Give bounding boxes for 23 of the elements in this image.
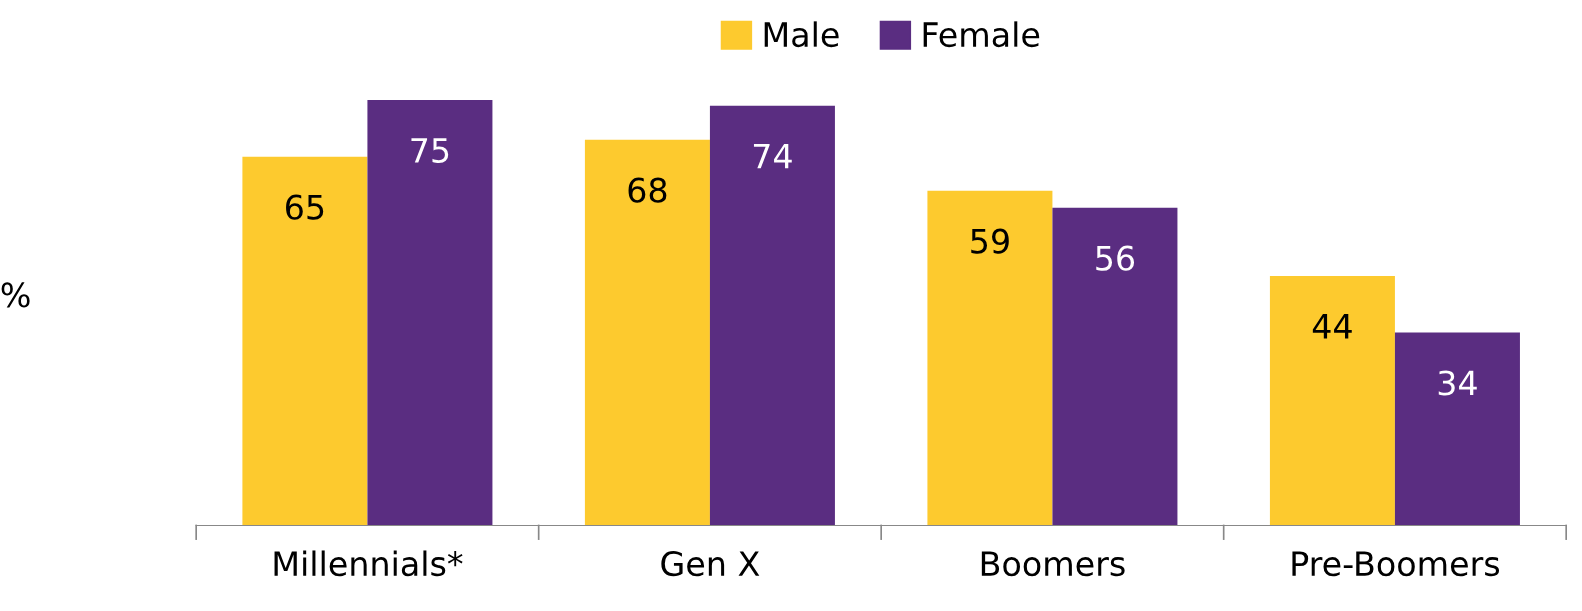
data-label: 65 xyxy=(286,194,324,220)
bar xyxy=(1394,332,1520,526)
x-tick-label: Pre-Boomers xyxy=(1292,551,1500,577)
bar xyxy=(242,156,368,526)
bar xyxy=(584,139,710,526)
bar xyxy=(927,190,1053,526)
x-tick-label: Millennials* xyxy=(274,550,463,577)
data-label: 68 xyxy=(628,177,667,203)
data-label: 74 xyxy=(753,143,792,169)
bar xyxy=(1052,207,1178,526)
legend-label: Male xyxy=(764,21,839,48)
data-label: 34 xyxy=(1438,370,1477,396)
bar xyxy=(1269,275,1395,526)
x-tick-label: Boomers xyxy=(981,551,1125,577)
data-label: 75 xyxy=(411,138,449,164)
legend-label: Female xyxy=(923,21,1040,48)
y-axis-title: % xyxy=(1,282,30,308)
bar xyxy=(367,100,493,526)
bar xyxy=(709,105,835,526)
data-label: 56 xyxy=(1096,245,1135,271)
x-tick-label: Gen X xyxy=(661,551,760,577)
data-label: 59 xyxy=(971,228,1009,254)
data-label: 44 xyxy=(1312,314,1352,339)
